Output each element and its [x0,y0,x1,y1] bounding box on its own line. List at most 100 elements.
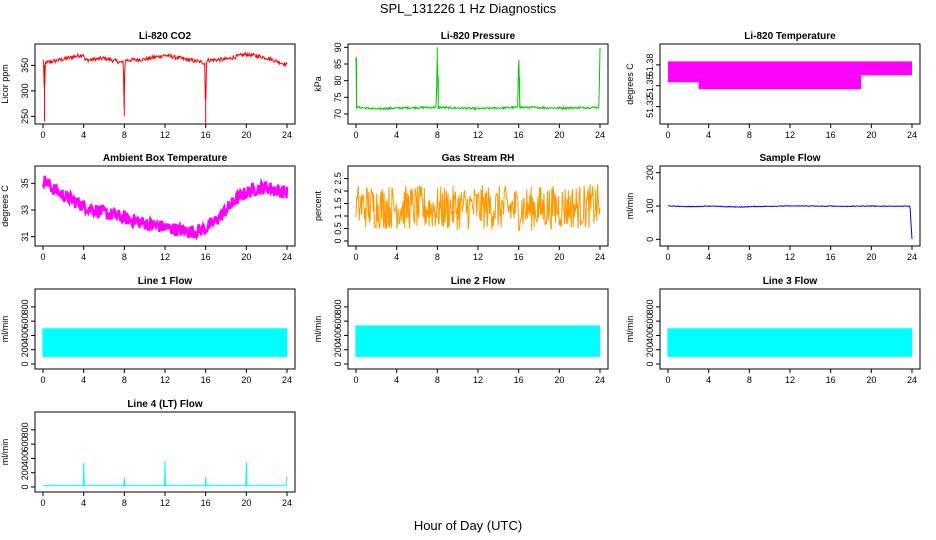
x-tick-label: 12 [160,252,170,262]
x-tick-label: 4 [394,252,399,262]
y-tick-label: 600 [645,314,655,329]
x-tick-label: 16 [201,375,211,385]
x-tick-label: 16 [826,130,836,140]
chart-li-820-pressure: Li-820 Pressure 0 4 8 12 16 20 24 70 75 80 85 90 kPa [313,31,609,140]
y-tick-label: 600 [20,314,30,329]
x-tick-label: 16 [826,252,836,262]
x-tick-label: 0 [665,375,670,385]
chart-title: Li-820 CO2 [139,31,192,42]
chart-title: Li-820 Temperature [744,31,836,42]
x-tick-label: 4 [81,375,86,385]
y-tick-label: 100 [645,198,655,213]
y-tick-label: 400 [333,328,343,343]
x-tick-label: 12 [160,375,170,385]
x-tick-label: 0 [665,252,670,262]
x-tick-label: 20 [241,375,251,385]
y-axis-label: percent [313,190,323,221]
x-tick-label: 20 [866,375,876,385]
x-tick-label: 8 [122,375,127,385]
y-tick-label: 2 [333,188,343,193]
y-tick-label: 70 [333,109,343,119]
y-tick-label: 0 [645,237,655,242]
series-line [355,183,601,232]
y-tick-label: 200 [20,342,30,357]
x-tick-label: 24 [907,375,917,385]
x-tick-label: 24 [282,375,292,385]
chart-title: Sample Flow [759,153,820,164]
x-tick-label: 12 [785,252,795,262]
x-tick-label: 20 [241,498,251,508]
x-tick-label: 16 [201,130,211,140]
x-tick-label: 0 [353,130,358,140]
y-tick-label: 85 [333,59,343,69]
chart-title: Gas Stream RH [442,153,515,164]
y-tick-label: 75 [333,92,343,102]
x-tick-label: 12 [473,252,483,262]
series-line [667,205,913,240]
x-tick-label: 4 [81,252,86,262]
chart-gas-stream-rh: Gas Stream RH 0 4 8 12 16 20 24 0 0.5 1 1.5 2 2.5 perc… [313,153,609,262]
y-tick-label: 1 [333,213,343,218]
x-tick-label: 16 [826,375,836,385]
x-axis-caption: Hour of Day (UTC) [413,518,523,533]
chart-line-4-lt-flow: Line 4 (LT) Flow 0 4 8 12 16 20 24 0 200400600800… [0,399,296,508]
y-tick-label: 31 [20,232,30,242]
y-tick-label: 250 [20,109,30,124]
y-axis-label: ml/min [625,316,635,343]
chart-ambient-box-temperature: Ambient Box Temperature 0 4 8 12 16 20 24 31 33 35… [0,153,296,262]
series-band [668,61,912,76]
x-tick-label: 0 [353,375,358,385]
y-tick-label: 600 [333,314,343,329]
chart-title: Line 2 Flow [451,276,506,287]
x-tick-label: 0 [353,252,358,262]
x-tick-label: 12 [473,130,483,140]
series-line [355,47,601,112]
y-axis-label: kPa [313,76,323,92]
y-tick-label: 0 [333,361,343,366]
x-tick-label: 4 [706,375,711,385]
x-tick-label: 8 [122,498,127,508]
plot-frame [347,43,609,125]
y-tick-label: 51.32 [645,95,655,118]
x-tick-label: 4 [394,130,399,140]
y-tick-label: 600 [20,437,30,452]
y-tick-label: 0 [333,238,343,243]
y-tick-label: 200 [645,165,655,180]
page-title: SPL_131226 1 Hz Diagnostics [379,1,557,16]
x-tick-label: 8 [435,375,440,385]
y-tick-label: 200 [333,342,343,357]
y-tick-label: 80 [333,76,343,86]
x-tick-label: 16 [514,252,524,262]
x-tick-label: 24 [595,130,605,140]
x-tick-label: 4 [394,375,399,385]
y-axis-label: ml/min [313,316,323,343]
chart-title: Line 3 Flow [763,276,818,287]
x-tick-label: 20 [241,252,251,262]
x-tick-label: 20 [554,252,564,262]
y-tick-label: 51.38 [645,54,655,77]
y-tick-label: 0 [20,361,30,366]
y-tick-label: 90 [333,42,343,52]
chart-title: Ambient Box Temperature [103,153,228,164]
y-tick-label: 33 [20,205,30,215]
y-tick-label: 0 [20,484,30,489]
x-tick-label: 16 [514,130,524,140]
x-tick-label: 24 [282,498,292,508]
x-tick-label: 4 [706,252,711,262]
series-line [42,328,288,357]
x-tick-label: 16 [514,375,524,385]
y-axis-label: ml/min [625,193,635,220]
x-tick-label: 0 [40,498,45,508]
x-tick-label: 4 [81,498,86,508]
y-tick-label: 2.5 [333,172,343,185]
y-axis-label: ml/min [0,439,10,466]
x-tick-label: 24 [595,252,605,262]
x-tick-label: 0 [40,252,45,262]
y-tick-label: 0 [645,361,655,366]
series-band [668,75,699,83]
x-tick-label: 12 [785,130,795,140]
x-tick-label: 16 [201,252,211,262]
